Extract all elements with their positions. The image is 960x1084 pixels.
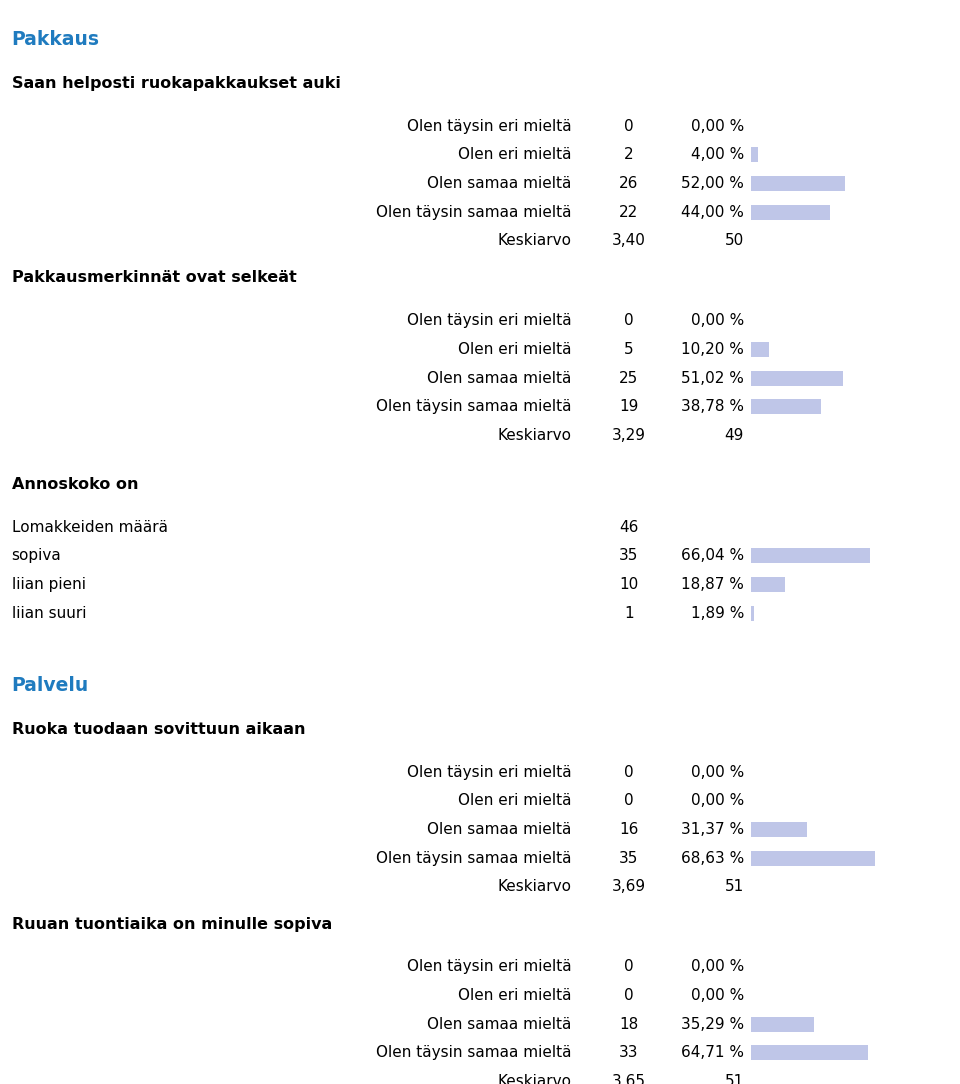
Text: 35,29 %: 35,29 % [681,1017,744,1032]
Text: 0: 0 [624,959,634,975]
Text: Palvelu: Palvelu [12,676,88,696]
Text: 10,20 %: 10,20 % [682,341,744,357]
Text: 52,00 %: 52,00 % [682,176,744,191]
Text: 22: 22 [619,205,638,220]
Text: 0,00 %: 0,00 % [691,118,744,133]
Text: 0,00 %: 0,00 % [691,764,744,779]
Bar [751,341,769,357]
Text: 0,00 %: 0,00 % [691,793,744,809]
Text: Keskiarvo: Keskiarvo [497,879,571,894]
Text: 49: 49 [725,428,744,443]
Text: Olen täysin samaa mieltä: Olen täysin samaa mieltä [375,1045,571,1060]
Text: Olen samaa mieltä: Olen samaa mieltä [427,371,571,386]
Text: Pakkausmerkinnät ovat selkeät: Pakkausmerkinnät ovat selkeät [12,270,297,285]
Text: 5: 5 [624,341,634,357]
Text: Keskiarvo: Keskiarvo [497,233,571,248]
Text: 50: 50 [725,233,744,248]
Text: Olen täysin samaa mieltä: Olen täysin samaa mieltä [375,205,571,220]
Text: liian suuri: liian suuri [12,606,86,621]
Bar [751,1017,814,1032]
Text: 0,00 %: 0,00 % [691,313,744,328]
Text: 3,29: 3,29 [612,428,646,443]
Text: 0,00 %: 0,00 % [691,959,744,975]
Text: 19: 19 [619,399,638,414]
Text: 35: 35 [619,549,638,564]
Text: 35: 35 [619,851,638,866]
Bar [751,371,843,386]
Text: 68,63 %: 68,63 % [681,851,744,866]
Text: 0,00 %: 0,00 % [691,988,744,1003]
Text: 0: 0 [624,118,634,133]
Text: Olen täysin eri mieltä: Olen täysin eri mieltä [407,313,571,328]
Text: Olen eri mieltä: Olen eri mieltä [458,988,571,1003]
Text: Keskiarvo: Keskiarvo [497,428,571,443]
Bar [751,399,821,414]
Text: 0: 0 [624,793,634,809]
Text: 18: 18 [619,1017,638,1032]
Text: 26: 26 [619,176,638,191]
Text: 3,65: 3,65 [612,1074,646,1084]
Text: 4,00 %: 4,00 % [691,147,744,163]
Bar [751,577,784,592]
Text: 38,78 %: 38,78 % [681,399,744,414]
Text: 3,40: 3,40 [612,233,646,248]
Text: Keskiarvo: Keskiarvo [497,1074,571,1084]
Text: 0: 0 [624,988,634,1003]
Text: Olen samaa mieltä: Olen samaa mieltä [427,176,571,191]
Bar [751,176,845,191]
Text: 64,71 %: 64,71 % [681,1045,744,1060]
Text: Olen täysin samaa mieltä: Olen täysin samaa mieltä [375,851,571,866]
Bar [751,205,830,220]
Text: 1: 1 [624,606,634,621]
Bar [751,851,875,866]
Text: Ruoka tuodaan sovittuun aikaan: Ruoka tuodaan sovittuun aikaan [12,722,305,737]
Text: Olen samaa mieltä: Olen samaa mieltä [427,822,571,837]
Text: 3,69: 3,69 [612,879,646,894]
Text: 44,00 %: 44,00 % [682,205,744,220]
Text: 1,89 %: 1,89 % [690,606,744,621]
Text: Ruuan tuontiaika on minulle sopiva: Ruuan tuontiaika on minulle sopiva [12,916,332,931]
Text: Olen täysin eri mieltä: Olen täysin eri mieltä [407,118,571,133]
Bar [751,822,807,837]
Text: Olen täysin eri mieltä: Olen täysin eri mieltä [407,764,571,779]
Text: 31,37 %: 31,37 % [681,822,744,837]
Text: 46: 46 [619,519,638,534]
Text: Olen eri mieltä: Olen eri mieltä [458,341,571,357]
Text: sopiva: sopiva [12,549,61,564]
Text: Lomakkeiden määrä: Lomakkeiden määrä [12,519,168,534]
Text: Saan helposti ruokapakkaukset auki: Saan helposti ruokapakkaukset auki [12,76,341,91]
Text: liian pieni: liian pieni [12,577,85,592]
Bar [751,147,758,163]
Bar [751,1045,868,1060]
Text: 51,02 %: 51,02 % [682,371,744,386]
Text: 66,04 %: 66,04 % [681,549,744,564]
Text: 2: 2 [624,147,634,163]
Text: Pakkaus: Pakkaus [12,30,100,50]
Text: Olen eri mieltä: Olen eri mieltä [458,793,571,809]
Text: 0: 0 [624,313,634,328]
Text: Annoskoko on: Annoskoko on [12,477,138,492]
Text: Olen täysin samaa mieltä: Olen täysin samaa mieltä [375,399,571,414]
Text: 25: 25 [619,371,638,386]
Text: Olen eri mieltä: Olen eri mieltä [458,147,571,163]
Text: 51: 51 [725,1074,744,1084]
Text: Olen täysin eri mieltä: Olen täysin eri mieltä [407,959,571,975]
Text: Olen samaa mieltä: Olen samaa mieltä [427,1017,571,1032]
Text: 16: 16 [619,822,638,837]
Text: 51: 51 [725,879,744,894]
Bar [751,549,870,564]
Text: 0: 0 [624,764,634,779]
Text: 33: 33 [619,1045,638,1060]
Text: 18,87 %: 18,87 % [682,577,744,592]
Bar [751,606,755,621]
Text: 10: 10 [619,577,638,592]
